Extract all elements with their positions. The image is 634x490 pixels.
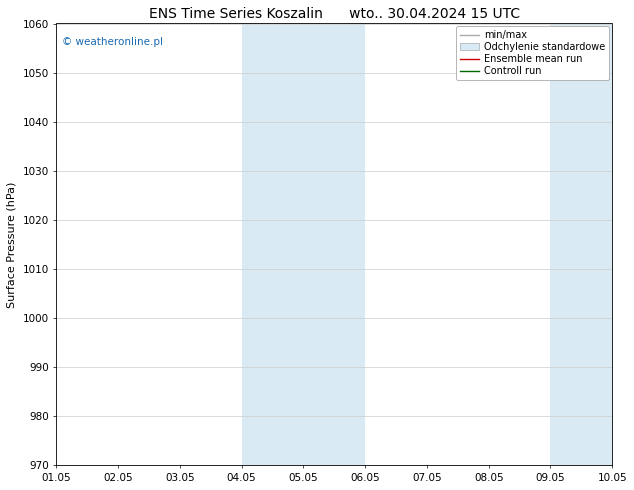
Y-axis label: Surface Pressure (hPa): Surface Pressure (hPa) (7, 181, 17, 308)
Text: © weatheronline.pl: © weatheronline.pl (62, 37, 163, 47)
Legend: min/max, Odchylenie standardowe, Ensemble mean run, Controll run: min/max, Odchylenie standardowe, Ensembl… (456, 26, 609, 80)
Bar (242, 24, 304, 465)
Bar (550, 24, 612, 465)
Bar (304, 24, 365, 465)
Title: ENS Time Series Koszalin      wto.. 30.04.2024 15 UTC: ENS Time Series Koszalin wto.. 30.04.202… (149, 7, 520, 21)
